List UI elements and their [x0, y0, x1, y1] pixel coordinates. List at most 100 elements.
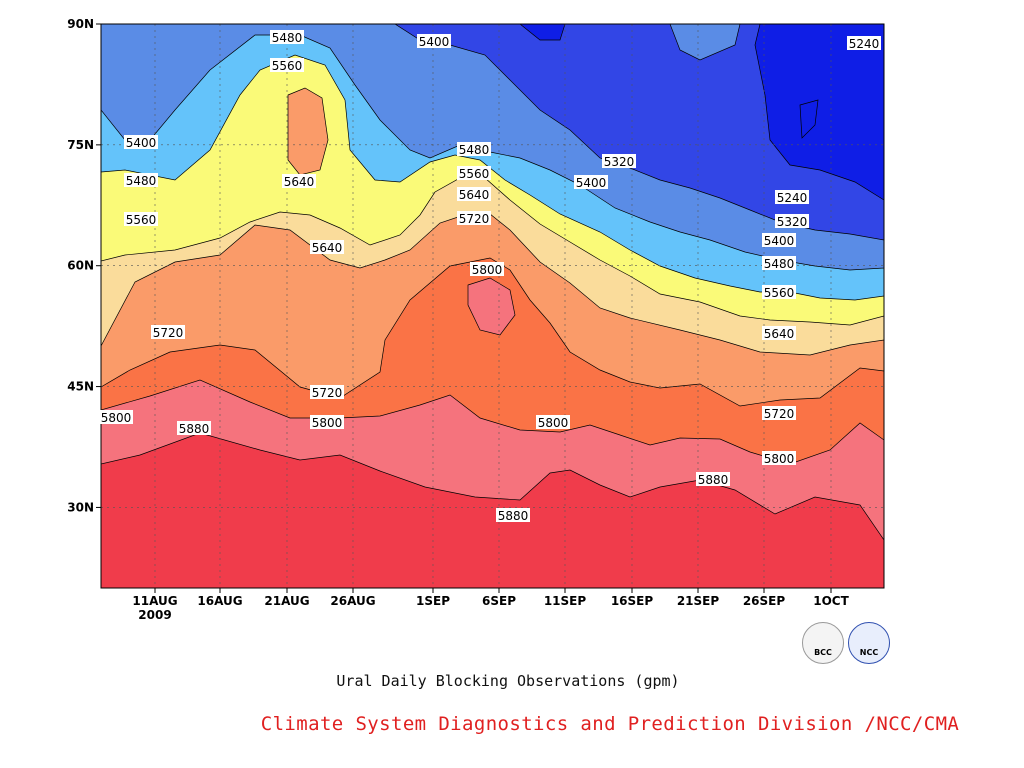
contour-label-bg: [151, 325, 185, 339]
contour-label-bg: [470, 262, 504, 276]
x-tick-label: 16AUG: [197, 594, 242, 608]
contour-label: 5720: [457, 211, 491, 226]
contour-label-text: 5800: [538, 416, 569, 430]
contour-label-bg: [457, 211, 491, 225]
contour-label-text: 5800: [312, 416, 343, 430]
contour-label: 5800: [470, 262, 504, 277]
contour-label-text: 5800: [764, 452, 795, 466]
x-tick-label: 21AUG: [264, 594, 309, 608]
contour-label-bg: [574, 175, 608, 189]
cold-blob-ne: [670, 24, 740, 60]
contour-label: 5640: [457, 187, 491, 202]
contour-line: [669, 24, 741, 61]
contour-label-text: 5720: [312, 386, 343, 400]
contour-label-bg: [177, 421, 211, 435]
contour-label: 5880: [696, 472, 730, 487]
contour-label-bg: [310, 240, 344, 254]
contour-label: 5560: [270, 58, 304, 73]
contour-label-text: 5400: [126, 136, 157, 150]
contour-label-bg: [270, 58, 304, 72]
contour-line: [519, 24, 566, 41]
credit-line: Climate System Diagnostics and Predictio…: [260, 713, 960, 735]
x-axis-ticks: 11AUG 16AUG 21AUG 26AUG 1SEP 6SEP 11SEP 16SEP 21…: [132, 588, 850, 622]
contour-label-bg: [457, 142, 491, 156]
plot-frame: [100, 23, 885, 589]
contour-label-bg: [99, 410, 133, 424]
contour-label: 5320: [602, 154, 636, 169]
y-axis-ticks: 30N 45N 60N 75N 90N: [67, 17, 101, 514]
contour-label-text: 5480: [126, 174, 157, 188]
x-tick-label: 1OCT: [813, 594, 849, 608]
contour-label-bg: [775, 190, 809, 204]
contour-label-text: 5800: [101, 411, 132, 425]
contour-label-bg: [762, 285, 796, 299]
contour-label: 5480: [457, 142, 491, 157]
contour-label-text: 5880: [179, 422, 210, 436]
contour-label-bg: [310, 385, 344, 399]
y-tick-label: 60N: [67, 259, 94, 273]
warm-core-central: [468, 278, 515, 335]
contour-label-text: 5640: [284, 175, 315, 189]
contour-label-bg: [270, 30, 304, 44]
contour-label-bg: [457, 187, 491, 201]
contour-label-text: 5720: [764, 407, 795, 421]
contour-label: 5800: [310, 415, 344, 430]
contour-label-text: 5560: [126, 213, 157, 227]
contour-label-text: 5720: [153, 326, 184, 340]
contour-label-text: 5400: [576, 176, 607, 190]
contour-label: 5560: [124, 212, 158, 227]
contour-label-text: 5480: [459, 143, 490, 157]
contour-label-bg: [602, 154, 636, 168]
y-tick-label: 45N: [67, 380, 94, 394]
contour-label: 5800: [762, 451, 796, 466]
contour-label: 5400: [124, 135, 158, 150]
contour-label: 5720: [762, 406, 796, 421]
contour-label: 5320: [775, 214, 809, 229]
contour-line: [101, 24, 884, 465]
band-deep-core: [800, 100, 818, 138]
contour-label: 5800: [536, 415, 570, 430]
contour-label: 5720: [151, 325, 185, 340]
contour-label-bg: [696, 472, 730, 486]
contour-label-text: 5320: [777, 215, 808, 229]
x-tick-label: 1SEP: [416, 594, 450, 608]
contour-label-text: 5480: [272, 31, 303, 45]
contour-label: 5400: [762, 233, 796, 248]
contour-label: 5400: [574, 175, 608, 190]
contour-label-bg: [762, 233, 796, 247]
contour-line: [101, 24, 884, 541]
contour-label-bg: [310, 415, 344, 429]
contour-label: 5800: [99, 410, 133, 425]
x-tick-label: 6SEP: [482, 594, 516, 608]
contour-label: 5720: [310, 385, 344, 400]
contour-label: 5480: [270, 30, 304, 45]
x-tick-label: 26SEP: [743, 594, 786, 608]
contour-label: 5240: [775, 190, 809, 205]
contour-label-bg: [124, 212, 158, 226]
contour-label: 5880: [177, 421, 211, 436]
contour-line: [394, 24, 884, 241]
contour-label: 5240: [847, 36, 881, 51]
y-tick-label: 30N: [67, 500, 94, 514]
contour-label-text: 5880: [698, 473, 729, 487]
grid-lines: [101, 24, 884, 588]
contour-label-bg: [762, 256, 796, 270]
contour-label: 5560: [762, 285, 796, 300]
contour-label-text: 5240: [849, 37, 880, 51]
contour-chart: 30N 45N 60N 75N 90N 11AUG 16AUG 21AUG 26AUG 1SEP…: [67, 17, 885, 622]
contour-line: [754, 24, 884, 201]
x-tick-label: 11SEP: [544, 594, 587, 608]
contour-label-text: 5720: [459, 212, 490, 226]
contour-label-text: 5640: [764, 327, 795, 341]
band-5160-pocket: [755, 24, 884, 200]
contour-label-bg: [762, 326, 796, 340]
contour-label-text: 5560: [764, 286, 795, 300]
y-tick-label: 90N: [67, 17, 94, 31]
contour-label-bg: [417, 34, 451, 48]
contour-label: 5560: [457, 166, 491, 181]
contour-label-text: 5640: [312, 241, 343, 255]
contour-label-text: 5400: [419, 35, 450, 49]
contour-label-bg: [762, 406, 796, 420]
contour-label-text: 5560: [459, 167, 490, 181]
y-tick-label: 75N: [67, 138, 94, 152]
